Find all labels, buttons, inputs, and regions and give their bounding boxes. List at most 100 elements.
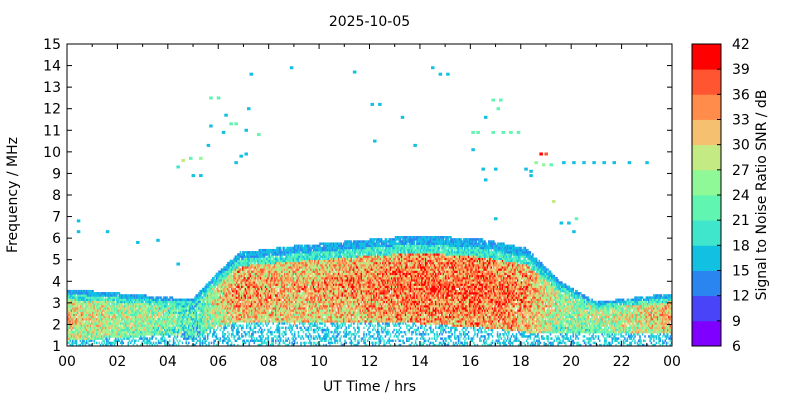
heatmap-cell (280, 276, 282, 280)
heatmap-cell (174, 333, 176, 336)
heatmap-cell (211, 285, 214, 289)
heatmap-cell (70, 311, 73, 314)
heatmap-cell (211, 315, 214, 319)
heatmap-cell (219, 317, 222, 321)
heatmap-cell (230, 292, 233, 295)
heatmap-cell (301, 317, 303, 321)
heatmap-cell (287, 253, 290, 256)
heatmap-cell (140, 322, 142, 325)
heatmap-cell (224, 285, 227, 289)
heatmap-cell (128, 309, 131, 312)
heatmap-cell (135, 311, 137, 314)
heatmap-cell (180, 333, 182, 336)
heatmap-cell (102, 298, 104, 301)
heatmap-cell (108, 322, 111, 325)
heatmap-cell (74, 333, 77, 336)
heatmap-cell (233, 307, 235, 310)
heatmap-cell (126, 330, 128, 334)
heatmap-cell (254, 289, 257, 293)
heatmap-cell (119, 333, 122, 336)
heatmap-cell (287, 268, 290, 271)
heatmap-cell (227, 294, 229, 297)
heatmap-cell (274, 339, 277, 342)
heatmap-cell (95, 326, 98, 330)
heatmap-cell (166, 320, 169, 323)
heatmap-cell (261, 255, 263, 258)
heatmap-cell (162, 311, 165, 314)
heatmap-cell (114, 320, 117, 323)
heatmap-cell (164, 305, 166, 308)
heatmap-cell (273, 317, 276, 321)
heatmap-cell (77, 311, 79, 314)
heatmap-cell (131, 326, 133, 330)
heatmap-cell (137, 296, 140, 299)
heatmap-cell (126, 324, 128, 327)
heatmap-cell (73, 313, 75, 317)
heatmap-cell (124, 324, 127, 327)
heatmap-cell (175, 307, 177, 310)
heatmap-cell (199, 311, 201, 314)
heatmap-cell (179, 302, 181, 306)
heatmap-cell (84, 330, 87, 334)
heatmap-cell (287, 298, 290, 301)
heatmap-cell (222, 302, 224, 306)
heatmap-cell (204, 298, 206, 301)
heatmap-cell (264, 259, 267, 263)
heatmap-cell (220, 320, 223, 323)
heatmap-cell (262, 259, 264, 263)
heatmap-cell (292, 285, 295, 289)
heatmap-cell (99, 322, 102, 325)
heatmap-cell (257, 315, 259, 319)
heatmap-cell (194, 317, 196, 321)
heatmap-cell (285, 305, 287, 308)
heatmap-cell (248, 272, 251, 276)
heatmap-cell (117, 315, 119, 319)
heatmap-cell (170, 328, 172, 332)
heatmap-cell (209, 317, 211, 321)
heatmap-cell (244, 281, 247, 284)
heatmap-cell (89, 298, 92, 301)
heatmap-cell (223, 326, 225, 330)
heatmap-cell (155, 320, 157, 323)
heatmap-cell (128, 296, 131, 299)
heatmap-cell (201, 296, 204, 299)
heatmap-cell (256, 339, 258, 342)
heatmap-cell (252, 296, 254, 299)
heatmap-cell (206, 296, 209, 299)
heatmap-cell (230, 302, 233, 306)
heatmap-cell (130, 300, 132, 304)
heatmap-cell (292, 300, 295, 304)
heatmap-cell (92, 326, 94, 330)
heatmap-cell (151, 330, 154, 334)
heatmap-cell (121, 311, 123, 314)
heatmap-cell (208, 333, 210, 336)
heatmap-cell (254, 298, 257, 301)
heatmap-cell (262, 313, 264, 317)
heatmap-cell (240, 261, 243, 265)
heatmap-cell (70, 343, 73, 346)
heatmap-cell (179, 305, 181, 308)
heatmap-cell (277, 311, 280, 314)
heatmap-cell (300, 320, 302, 323)
heatmap-cell (259, 251, 262, 254)
heatmap-cell (127, 343, 130, 346)
heatmap-cell (118, 320, 121, 323)
heatmap-cell (113, 292, 116, 295)
heatmap-cell (240, 276, 243, 280)
heatmap-cell (254, 300, 257, 304)
heatmap-cell (69, 309, 72, 312)
heatmap-cell (249, 335, 252, 338)
heatmap-cell (220, 272, 223, 276)
heatmap-cell (230, 315, 233, 319)
heatmap-cell (83, 337, 85, 340)
heatmap-cell (252, 320, 254, 323)
heatmap-cell (88, 320, 90, 323)
heatmap-cell (104, 317, 107, 321)
heatmap-cell (117, 328, 119, 332)
heatmap-cell (248, 305, 251, 308)
heatmap-cell (132, 317, 135, 321)
heatmap-cell (242, 302, 244, 306)
heatmap-cell (230, 320, 233, 323)
heatmap-cell (123, 309, 126, 312)
heatmap-cell (186, 315, 189, 319)
